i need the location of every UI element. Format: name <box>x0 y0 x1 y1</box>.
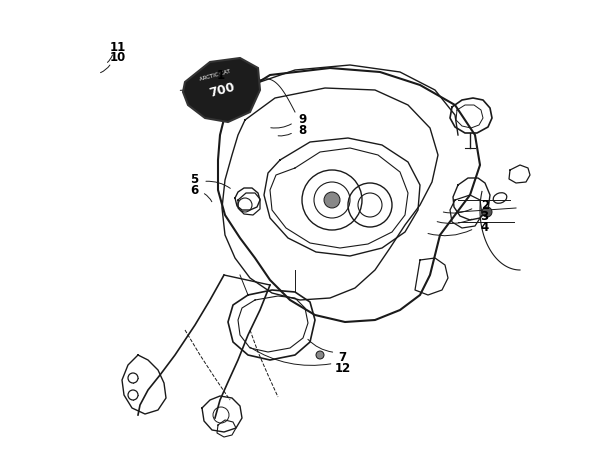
Circle shape <box>128 390 138 400</box>
Text: 7: 7 <box>338 351 347 364</box>
Polygon shape <box>183 58 260 122</box>
Text: 6: 6 <box>190 183 199 197</box>
Text: 12: 12 <box>335 361 351 375</box>
Circle shape <box>316 351 324 359</box>
Text: 9: 9 <box>298 113 307 126</box>
Text: ARCTIC CAT: ARCTIC CAT <box>199 68 231 82</box>
Text: 5: 5 <box>190 173 199 186</box>
Circle shape <box>324 192 340 208</box>
Text: 10: 10 <box>110 51 125 65</box>
Circle shape <box>482 207 492 217</box>
Text: 4: 4 <box>480 220 489 234</box>
Text: 1: 1 <box>216 68 225 82</box>
Text: 3: 3 <box>480 209 489 223</box>
Text: 700: 700 <box>207 80 236 100</box>
Circle shape <box>128 373 138 383</box>
Text: 8: 8 <box>298 124 307 137</box>
Text: 2: 2 <box>480 199 489 212</box>
Text: 11: 11 <box>110 41 125 54</box>
